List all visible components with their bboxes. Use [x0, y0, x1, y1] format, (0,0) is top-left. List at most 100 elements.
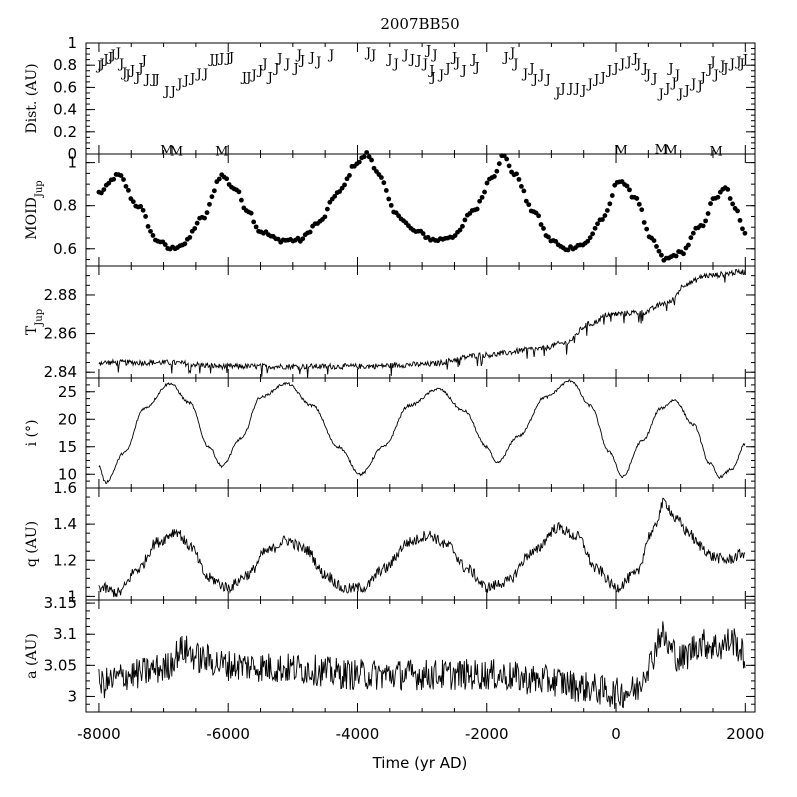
y-axis-label-sub: Jup: [34, 309, 45, 327]
marker-J: J: [605, 64, 612, 79]
marker-J: J: [217, 51, 224, 66]
data-point: [366, 154, 372, 160]
y-tick-label: 3.1: [53, 625, 77, 643]
marker-J: J: [427, 64, 434, 79]
data-point: [644, 226, 650, 232]
marker-J: J: [175, 77, 182, 92]
data-point: [735, 208, 740, 214]
data-point: [322, 214, 328, 220]
data-point: [477, 198, 483, 204]
marker-J: J: [414, 54, 421, 69]
marker-J: J: [573, 81, 580, 96]
marker-M: M: [615, 144, 628, 159]
data-point: [526, 202, 532, 208]
data-point: [634, 196, 640, 201]
marker-J: J: [249, 68, 256, 83]
data-point: [209, 194, 215, 200]
marker-J: J: [657, 87, 664, 102]
data-point: [378, 175, 384, 180]
panel-a: 3 3.05 3.1 3.15 a (AU): [24, 594, 756, 713]
data-point: [482, 189, 487, 195]
data-point: [123, 183, 129, 189]
data-point: [307, 229, 313, 235]
marker-J: J: [624, 55, 631, 70]
data-point: [624, 183, 630, 189]
marker-J: J: [275, 51, 282, 66]
marker-J: J: [212, 53, 219, 68]
data-point: [592, 225, 598, 231]
data-point: [111, 176, 117, 182]
data-point: [162, 242, 168, 247]
data-point: [518, 184, 524, 189]
data-point: [224, 176, 230, 182]
data-point: [140, 207, 146, 213]
marker-J: J: [527, 61, 534, 76]
marker-J: J: [117, 57, 124, 72]
data-point: [541, 226, 546, 231]
marker-J: J: [670, 76, 677, 91]
panel-frame: [85, 153, 756, 267]
marker-J: J: [128, 64, 135, 79]
y-tick-label: 0.6: [53, 78, 77, 96]
chart-title: 2007BB50: [380, 15, 459, 33]
y-tick-label: 2.84: [44, 363, 77, 381]
marker-J: J: [283, 57, 290, 72]
marker-M: M: [215, 145, 228, 160]
data-point: [460, 223, 465, 229]
y-axis-label-sub: Jup: [34, 180, 45, 198]
marker-J: J: [408, 53, 415, 68]
marker-J: J: [143, 73, 150, 88]
data-point: [332, 193, 338, 199]
data-point: [708, 201, 713, 207]
data-point: [715, 194, 721, 200]
y-tick-label: 2.88: [44, 286, 77, 304]
series-line: [98, 379, 746, 485]
data-point: [479, 194, 485, 200]
data-point: [138, 204, 144, 209]
data-point: [585, 238, 591, 244]
data-point: [686, 242, 691, 248]
data-point: [238, 197, 244, 203]
data-point: [523, 198, 529, 204]
data-point: [106, 180, 112, 186]
data-point: [639, 207, 645, 213]
y-tick-label: 1.2: [53, 551, 77, 569]
data-point: [211, 188, 217, 194]
data-point: [496, 161, 502, 167]
data-point: [636, 201, 642, 207]
marker-J: J: [537, 68, 544, 83]
marker-J: J: [369, 48, 376, 63]
marker-J: J: [553, 86, 560, 101]
data-point: [253, 224, 259, 230]
data-point: [388, 202, 394, 208]
data-point: [742, 230, 748, 236]
data-point: [737, 217, 743, 223]
data-point: [361, 154, 367, 160]
marker-J: J: [106, 50, 113, 65]
y-tick-label: 15: [58, 438, 77, 456]
y-axis-label: q (AU): [24, 521, 40, 567]
marker-J: J: [618, 57, 625, 72]
panel-moid: 0.6 0.8 1 MOIDJup: [24, 150, 756, 267]
x-tick-label: -2000: [465, 725, 509, 743]
data-point: [521, 188, 527, 194]
marker-J: J: [392, 57, 399, 72]
data-point: [236, 189, 242, 195]
marker-J: J: [737, 57, 744, 72]
data-point: [420, 231, 426, 236]
marker-J: J: [240, 70, 247, 85]
marker-J: J: [298, 54, 305, 69]
data-point: [101, 187, 107, 193]
marker-J: J: [453, 56, 460, 71]
marker-J: J: [272, 61, 279, 76]
data-point: [602, 213, 608, 218]
panel-q: 1 1.2 1.4 1.6 q (AU): [24, 479, 756, 605]
data-point: [251, 219, 257, 225]
data-point: [538, 222, 544, 227]
series-line: [98, 268, 746, 378]
y-tick-label: 1.6: [53, 479, 77, 497]
data-point: [627, 187, 632, 193]
marker-J: J: [666, 61, 673, 76]
